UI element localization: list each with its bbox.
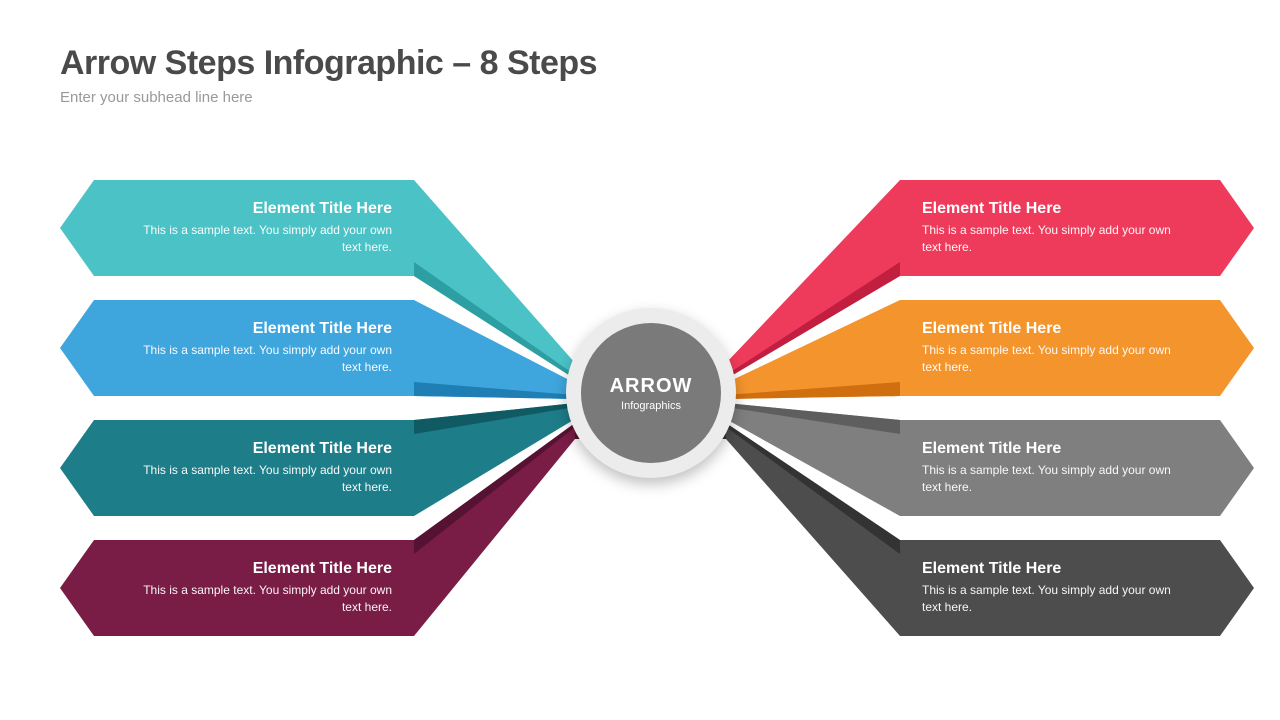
step-title: Element Title Here xyxy=(922,440,1174,458)
connector-edge-left-2 xyxy=(414,382,575,399)
connector-edge-left-1 xyxy=(414,262,575,379)
step-desc: This is a sample text. You simply add yo… xyxy=(922,342,1174,376)
center-hub-inner: ARROW Infographics xyxy=(581,323,721,463)
center-hub: ARROW Infographics xyxy=(566,308,736,478)
step-box-right-2: Element Title Here This is a sample text.… xyxy=(900,300,1220,396)
connector-left-2 xyxy=(414,300,575,399)
connector-edge-right-3 xyxy=(726,403,900,434)
step-desc: This is a sample text. You simply add yo… xyxy=(140,222,392,256)
connector-left-3 xyxy=(414,403,575,516)
step-box-right-3: Element Title Here This is a sample text.… xyxy=(900,420,1220,516)
connector-edge-right-4 xyxy=(726,423,900,554)
page-title: Arrow Steps Infographic – 8 Steps xyxy=(60,44,597,83)
connector-edge-right-1 xyxy=(726,262,900,379)
step-title: Element Title Here xyxy=(922,200,1174,218)
connector-right-2 xyxy=(726,300,900,399)
connector-right-3 xyxy=(726,403,900,516)
connector-left-4 xyxy=(414,423,575,636)
step-title: Element Title Here xyxy=(140,320,392,338)
center-subtitle: Infographics xyxy=(621,400,681,412)
step-box-right-4: Element Title Here This is a sample text.… xyxy=(900,540,1220,636)
step-box-left-3: Element Title Here This is a sample text.… xyxy=(94,420,414,516)
step-desc: This is a sample text. You simply add yo… xyxy=(922,462,1174,496)
step-box-right-1: Element Title Here This is a sample text.… xyxy=(900,180,1220,276)
page-subtitle: Enter your subhead line here xyxy=(60,89,597,106)
step-box-left-1: Element Title Here This is a sample text.… xyxy=(94,180,414,276)
step-title: Element Title Here xyxy=(140,200,392,218)
step-box-left-4: Element Title Here This is a sample text.… xyxy=(94,540,414,636)
step-title: Element Title Here xyxy=(922,560,1174,578)
connector-left-1 xyxy=(414,180,575,379)
step-title: Element Title Here xyxy=(140,560,392,578)
step-box-left-2: Element Title Here This is a sample text.… xyxy=(94,300,414,396)
connector-right-1 xyxy=(726,180,900,379)
connector-edge-right-2 xyxy=(726,382,900,399)
step-desc: This is a sample text. You simply add yo… xyxy=(922,222,1174,256)
connector-edge-left-3 xyxy=(414,403,575,434)
step-title: Element Title Here xyxy=(140,440,392,458)
step-desc: This is a sample text. You simply add yo… xyxy=(922,582,1174,616)
step-desc: This is a sample text. You simply add yo… xyxy=(140,582,392,616)
step-title: Element Title Here xyxy=(922,320,1174,338)
step-desc: This is a sample text. You simply add yo… xyxy=(140,462,392,496)
connector-edge-left-4 xyxy=(414,423,575,554)
arrow-infographic: Element Title Here This is a sample text.… xyxy=(0,150,1280,670)
header: Arrow Steps Infographic – 8 Steps Enter … xyxy=(60,44,597,106)
center-title: ARROW xyxy=(610,375,693,398)
connector-right-4 xyxy=(726,423,900,636)
step-desc: This is a sample text. You simply add yo… xyxy=(140,342,392,376)
